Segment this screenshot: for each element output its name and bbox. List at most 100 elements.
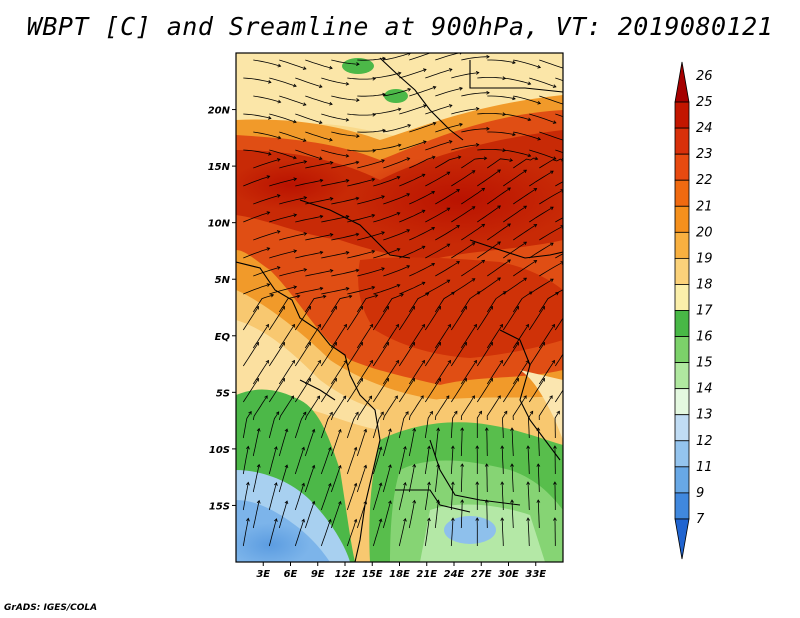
- streamline: [424, 518, 430, 547]
- streamline-arrow: [333, 305, 337, 310]
- streamline-arrow: [590, 101, 593, 104]
- streamline: [295, 113, 323, 124]
- streamline-arrow: [322, 294, 327, 299]
- streamline: [434, 360, 451, 385]
- streamline: [565, 361, 580, 385]
- streamline-arrow: [552, 120, 557, 124]
- streamline: [565, 325, 580, 349]
- streamline-arrow: [431, 227, 436, 231]
- colorbar-segment: [674, 284, 690, 311]
- streamline: [269, 77, 297, 87]
- streamline-arrow: [533, 188, 538, 192]
- streamline-arrow: [318, 156, 323, 161]
- streamline: [253, 266, 281, 277]
- streamline: [372, 518, 382, 547]
- streamline-arrow: [510, 499, 514, 503]
- streamline-arrow: [256, 427, 261, 432]
- streamline: [320, 447, 331, 475]
- streamline-arrow: [333, 377, 337, 382]
- streamline-arrow: [307, 341, 311, 346]
- streamline-arrow: [432, 121, 437, 126]
- streamline: [320, 306, 337, 331]
- streamline-arrow: [499, 359, 503, 364]
- streamline: [399, 210, 425, 223]
- streamline: [372, 306, 389, 331]
- streamline: [253, 131, 281, 139]
- streamline: [529, 206, 554, 223]
- streamline-arrow: [353, 518, 358, 523]
- streamline-arrow: [463, 341, 467, 346]
- streamline: [321, 179, 349, 187]
- colorbar-label: 7: [696, 512, 705, 527]
- streamline-arrow: [533, 260, 538, 264]
- streamline: [502, 306, 519, 331]
- streamline: [513, 59, 541, 68]
- streamline: [279, 197, 307, 205]
- streamline-arrow: [397, 71, 402, 76]
- streamline: [513, 131, 541, 140]
- lat-label: 10S: [209, 445, 230, 456]
- streamline: [252, 428, 260, 457]
- streamline: [477, 205, 501, 223]
- streamline-arrow: [512, 60, 516, 65]
- streamline-arrow: [533, 224, 538, 228]
- streamline: [294, 483, 305, 511]
- colorbar-label: 12: [696, 434, 713, 449]
- streamline: [253, 194, 281, 205]
- streamline: [451, 206, 476, 223]
- lat-label: 15N: [208, 162, 231, 173]
- streamline-arrow: [345, 153, 350, 158]
- streamline-arrow: [388, 500, 392, 504]
- streamline: [435, 123, 463, 133]
- streamline: [252, 360, 269, 385]
- streamline-arrow: [405, 411, 409, 415]
- streamline: [513, 224, 537, 241]
- streamline-arrow: [302, 411, 307, 416]
- streamline-arrow: [577, 173, 580, 176]
- streamline-arrow: [568, 307, 571, 310]
- streamline: [243, 211, 270, 223]
- streamline: [461, 223, 485, 241]
- streamline: [409, 53, 432, 61]
- streamline: [461, 187, 485, 205]
- streamline-arrow: [293, 155, 297, 160]
- streamline-arrow: [421, 359, 425, 364]
- streamline-arrow: [486, 54, 490, 59]
- streamline-arrow: [486, 126, 490, 131]
- streamline: [424, 306, 441, 331]
- streamline-arrow: [489, 377, 493, 382]
- streamline-arrow: [329, 65, 333, 70]
- streamline-arrow: [356, 134, 360, 138]
- streamline-arrow: [276, 266, 281, 270]
- streamline: [537, 499, 540, 529]
- streamline-arrow: [471, 278, 476, 282]
- streamline-arrow: [579, 156, 582, 159]
- streamline: [321, 251, 349, 259]
- streamline-arrow: [302, 138, 307, 142]
- streamline-arrow: [459, 86, 463, 91]
- streamline: [330, 465, 341, 493]
- streamline-arrow: [460, 463, 465, 467]
- streamline: [538, 395, 553, 421]
- streamline: [242, 446, 249, 475]
- streamline-arrow: [319, 178, 324, 183]
- streamline-arrow: [284, 464, 289, 469]
- streamline-arrow: [381, 267, 385, 271]
- streamline: [450, 411, 458, 439]
- streamline-arrow: [396, 176, 401, 180]
- streamline-arrow: [307, 377, 311, 382]
- colorbar-segment: [674, 205, 690, 233]
- streamline: [253, 59, 281, 67]
- streamline: [425, 243, 450, 259]
- streamline-arrow: [432, 85, 437, 90]
- chart-title: WBPT [C] and Sreamline at 900hPa, VT: 20…: [26, 12, 774, 41]
- streamline: [425, 207, 450, 223]
- streamline: [399, 282, 425, 295]
- streamline-arrow: [475, 481, 480, 485]
- lat-label: 15S: [209, 501, 230, 512]
- streamline-arrow: [446, 171, 451, 176]
- streamline: [295, 77, 323, 88]
- streamline-arrow: [475, 445, 480, 449]
- streamline-arrow: [588, 158, 591, 161]
- streamline-arrow: [429, 410, 433, 415]
